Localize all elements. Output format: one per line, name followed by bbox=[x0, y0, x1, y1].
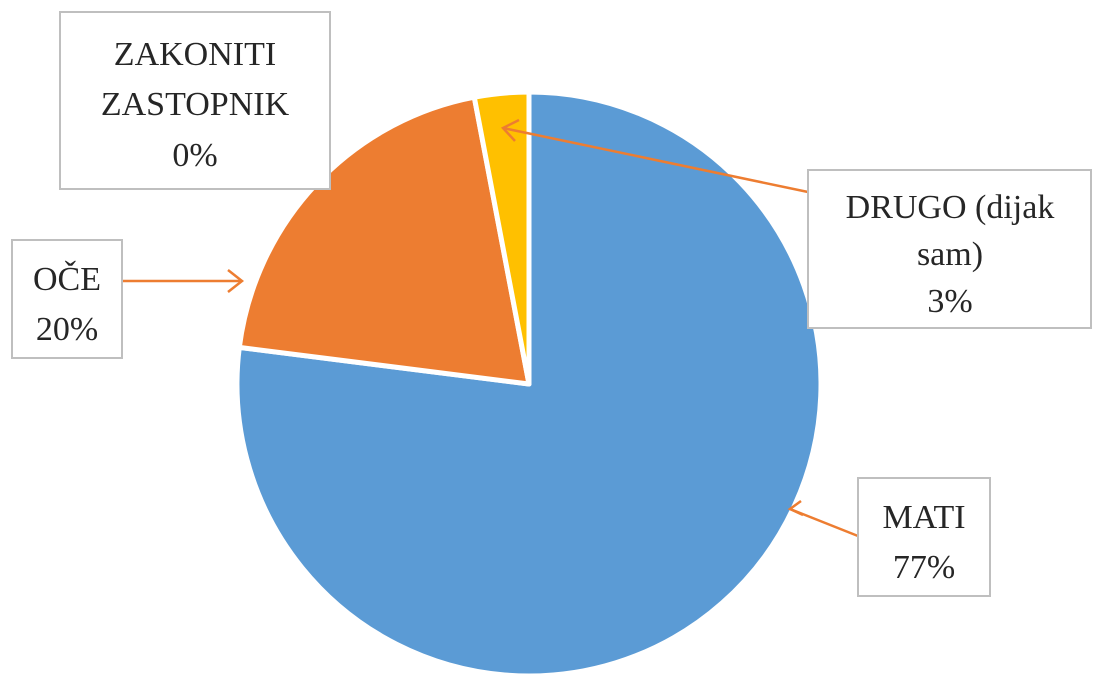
data-label-mati-line-1: MATI bbox=[882, 499, 965, 536]
data-label-oce-line-1: OČE bbox=[33, 260, 101, 298]
data-label-mati-line-2: 77% bbox=[893, 549, 955, 586]
pie-slice-drugo-dijak-sam bbox=[471, 89, 532, 387]
data-label-zastopnik-line-2: ZASTOPNIK bbox=[101, 86, 290, 123]
data-label-drugo-line-2: sam) bbox=[917, 236, 983, 273]
leader-arrow-drugo bbox=[500, 118, 520, 142]
data-label-drugo: DRUGO (dijak sam) 3% bbox=[807, 169, 1092, 329]
leader-arrow-oce bbox=[227, 269, 245, 293]
data-label-zastopnik-line-3: 0% bbox=[172, 137, 217, 174]
data-label-oce-line-2: 20% bbox=[36, 311, 98, 348]
data-label-zastopnik-line-1: ZAKONITI bbox=[114, 36, 276, 73]
leader-arrow-mati bbox=[787, 499, 804, 517]
data-label-drugo-line-3: 3% bbox=[927, 283, 972, 320]
leader-line-drugo bbox=[502, 126, 809, 194]
pie-slices bbox=[234, 89, 824, 677]
data-label-mati: MATI 77% bbox=[857, 477, 991, 597]
data-label-drugo-line-1: DRUGO (dijak bbox=[846, 189, 1055, 226]
data-label-oce: OČE 20% bbox=[11, 239, 123, 359]
leader-lines bbox=[122, 118, 859, 538]
data-label-zastopnik: ZAKONITI ZASTOPNIK 0% bbox=[59, 11, 331, 190]
